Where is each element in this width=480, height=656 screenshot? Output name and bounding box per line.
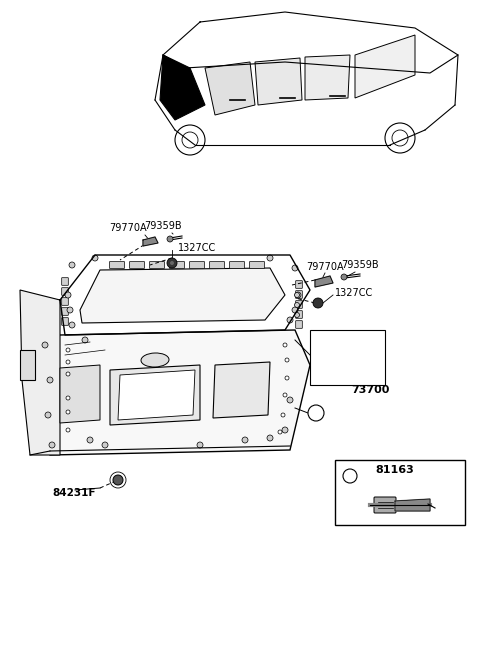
Circle shape [67, 307, 73, 313]
Circle shape [287, 397, 293, 403]
Polygon shape [143, 237, 158, 246]
Circle shape [102, 442, 108, 448]
Circle shape [69, 322, 75, 328]
Text: a: a [347, 472, 353, 480]
FancyBboxPatch shape [296, 300, 302, 308]
FancyBboxPatch shape [130, 262, 144, 268]
Text: 84231F: 84231F [52, 488, 96, 498]
Polygon shape [20, 350, 35, 380]
Circle shape [42, 342, 48, 348]
Circle shape [292, 307, 298, 313]
Polygon shape [213, 362, 270, 418]
Circle shape [285, 358, 289, 362]
FancyBboxPatch shape [62, 308, 68, 316]
Polygon shape [305, 55, 350, 100]
Circle shape [267, 435, 273, 441]
Polygon shape [118, 370, 195, 420]
Circle shape [45, 412, 51, 418]
Circle shape [49, 442, 55, 448]
Circle shape [282, 427, 288, 433]
Polygon shape [160, 55, 205, 120]
Circle shape [113, 475, 123, 485]
Polygon shape [205, 62, 255, 115]
FancyBboxPatch shape [296, 291, 302, 298]
Polygon shape [315, 276, 333, 287]
FancyBboxPatch shape [296, 311, 302, 318]
Circle shape [170, 261, 174, 265]
Circle shape [341, 274, 347, 280]
FancyBboxPatch shape [296, 321, 302, 328]
Circle shape [87, 437, 93, 443]
Circle shape [295, 292, 301, 298]
Text: 79359B: 79359B [341, 260, 379, 270]
Polygon shape [20, 290, 60, 455]
Polygon shape [355, 35, 415, 98]
Polygon shape [80, 268, 285, 323]
Text: 81163: 81163 [375, 465, 414, 475]
Ellipse shape [141, 353, 169, 367]
Circle shape [292, 265, 298, 271]
Circle shape [242, 437, 248, 443]
Circle shape [69, 262, 75, 268]
Text: 79770A: 79770A [109, 223, 147, 233]
Circle shape [278, 430, 282, 434]
Circle shape [295, 302, 300, 308]
Text: 1327CC: 1327CC [335, 288, 373, 298]
Circle shape [295, 293, 300, 298]
Circle shape [92, 255, 98, 261]
Circle shape [66, 348, 70, 352]
FancyBboxPatch shape [149, 262, 165, 268]
Circle shape [167, 236, 173, 242]
Circle shape [197, 442, 203, 448]
Text: a: a [313, 408, 319, 418]
FancyBboxPatch shape [374, 497, 396, 513]
FancyBboxPatch shape [310, 330, 385, 385]
FancyBboxPatch shape [62, 318, 68, 325]
Polygon shape [255, 58, 302, 105]
Circle shape [343, 469, 357, 483]
FancyBboxPatch shape [335, 460, 465, 525]
Text: 79359B: 79359B [144, 221, 182, 231]
Circle shape [167, 258, 177, 268]
Circle shape [295, 312, 300, 318]
Circle shape [47, 377, 53, 383]
Circle shape [66, 410, 70, 414]
Circle shape [283, 343, 287, 347]
Text: 73700: 73700 [351, 385, 389, 395]
FancyBboxPatch shape [229, 262, 244, 268]
Circle shape [66, 428, 70, 432]
Circle shape [285, 376, 289, 380]
Circle shape [287, 317, 293, 323]
Polygon shape [395, 499, 430, 511]
FancyBboxPatch shape [250, 262, 264, 268]
Circle shape [313, 298, 323, 308]
FancyBboxPatch shape [296, 281, 302, 288]
Circle shape [66, 372, 70, 376]
Text: 1327CC: 1327CC [178, 243, 216, 253]
Circle shape [66, 396, 70, 400]
Text: 79770A: 79770A [306, 262, 344, 272]
Circle shape [283, 393, 287, 397]
Polygon shape [110, 365, 200, 425]
FancyBboxPatch shape [109, 262, 124, 268]
FancyBboxPatch shape [190, 262, 204, 268]
Polygon shape [60, 365, 100, 423]
Circle shape [267, 255, 273, 261]
Circle shape [308, 405, 324, 421]
FancyBboxPatch shape [209, 262, 225, 268]
FancyBboxPatch shape [62, 288, 68, 295]
Circle shape [281, 413, 285, 417]
Circle shape [82, 337, 88, 343]
Polygon shape [30, 330, 310, 455]
FancyBboxPatch shape [62, 277, 68, 285]
Circle shape [66, 360, 70, 364]
FancyBboxPatch shape [169, 262, 184, 268]
Circle shape [65, 292, 71, 298]
FancyBboxPatch shape [62, 298, 68, 305]
